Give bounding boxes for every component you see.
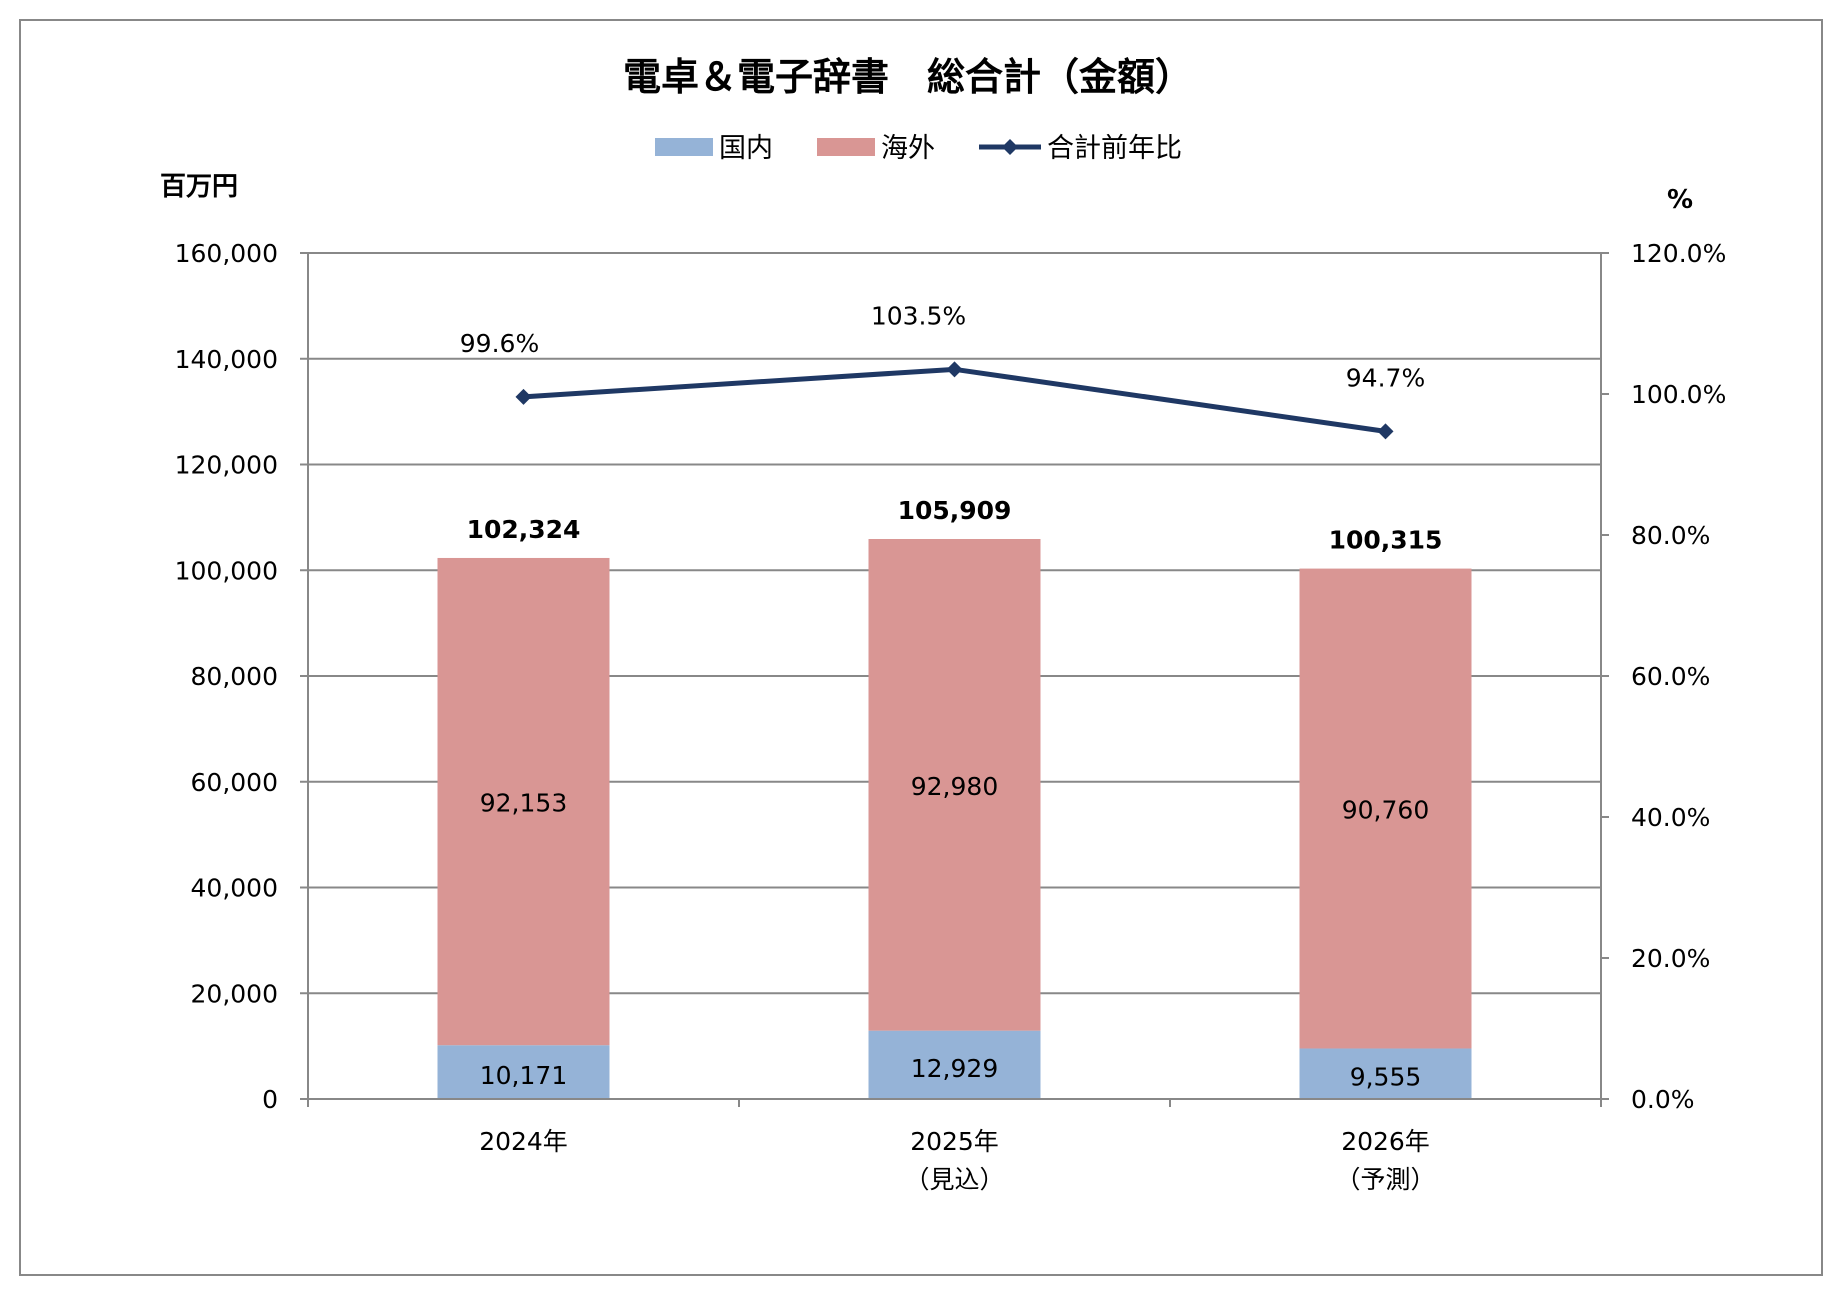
y-tick-label: 140,000 [175,345,278,374]
bar-海外 [868,539,1041,1031]
y-tick-label: 100,000 [175,556,278,585]
chart-title: 電卓＆電子辞書 総合計（金額） [623,55,1193,99]
bar-data-label: 92,153 [480,789,567,818]
line-data-label: 103.5% [871,301,966,330]
y-tick-label: 60,000 [191,768,278,797]
x-tick-label: （予測） [1335,1165,1435,1194]
line-marker [1377,423,1394,440]
x-tick-label: 2025年 [910,1127,999,1156]
y2-tick-label: 80.0% [1631,521,1710,550]
legend-label: 合計前年比 [1047,133,1182,164]
bar-海外 [1299,568,1472,1049]
y-tick-label: 120,000 [175,451,278,480]
bar-国内 [437,1045,610,1099]
y-tick-label: 0 [262,1085,278,1114]
y-axis-label: 百万円 [160,172,238,202]
y-tick-label: 20,000 [191,979,278,1008]
bar-data-label: 9,555 [1350,1063,1422,1092]
y2-tick-label: 100.0% [1631,380,1726,409]
line-marker [946,361,963,378]
bar-data-label: 10,171 [480,1061,567,1090]
legend-swatch [655,138,713,156]
x-tick-label: （見込） [904,1165,1004,1194]
bar-data-label: 90,760 [1342,796,1429,825]
y2-axis-label: % [1667,185,1693,215]
line-marker [515,388,532,405]
y-tick-label: 40,000 [191,874,278,903]
bar-海外 [437,557,610,1046]
y-tick-label: 160,000 [175,239,278,268]
y2-tick-label: 60.0% [1631,662,1710,691]
y2-tick-label: 0.0% [1631,1085,1695,1114]
legend-marker [1002,139,1018,155]
total-data-label: 105,909 [898,496,1012,525]
y2-tick-label: 120.0% [1631,239,1726,268]
bar-国内 [1299,1048,1472,1099]
y2-tick-label: 20.0% [1631,944,1710,973]
x-tick-label: 2026年 [1341,1127,1430,1156]
bar-国内 [868,1030,1041,1099]
line-data-label: 99.6% [460,329,539,358]
legend-label: 海外 [881,133,935,164]
y-tick-label: 80,000 [191,662,278,691]
bar-data-label: 92,980 [911,772,998,801]
legend-swatch [817,138,875,156]
bar-data-label: 12,929 [911,1054,998,1083]
line-data-label: 94.7% [1346,363,1425,392]
legend-label: 国内 [719,133,773,164]
total-data-label: 102,324 [467,515,581,544]
total-data-label: 100,315 [1329,526,1443,555]
y2-tick-label: 40.0% [1631,803,1710,832]
x-tick-label: 2024年 [479,1127,568,1156]
